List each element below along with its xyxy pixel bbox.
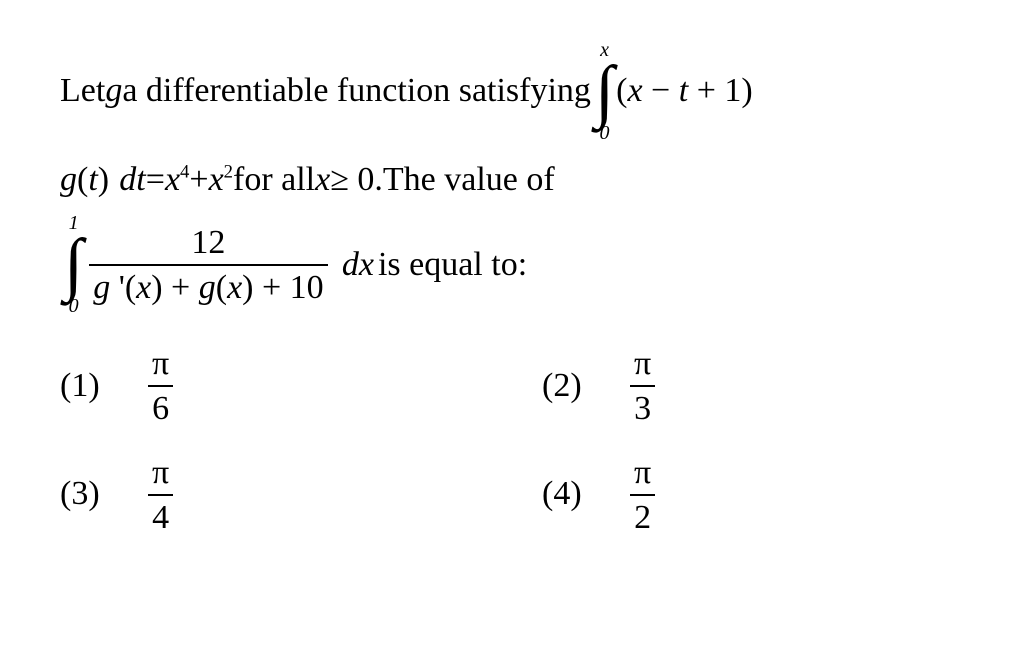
page: Let g a differentiable function satisfyi… bbox=[0, 0, 1024, 537]
option-1-bottom: 6 bbox=[148, 389, 173, 428]
option-2-top: π bbox=[630, 344, 655, 383]
question-line-2: g(t)dt = x4 + x2 for all x ≥ 0. The valu… bbox=[60, 153, 984, 207]
integral-2-num: 12 bbox=[187, 223, 229, 262]
integral-2-den: g '(x) + g(x) + 10 bbox=[89, 268, 327, 307]
option-2-value: π 3 bbox=[630, 344, 655, 428]
fraction-bar-icon bbox=[89, 264, 327, 266]
fraction-bar-icon bbox=[630, 494, 655, 496]
option-1-value: π 6 bbox=[148, 344, 173, 428]
integral-2-lower: 0 bbox=[69, 296, 79, 316]
option-1-number: (1) bbox=[60, 359, 116, 413]
option-3-top: π bbox=[148, 453, 173, 492]
integral-2-dx: dx bbox=[342, 238, 374, 292]
for-all: for all bbox=[233, 153, 315, 207]
gt-dt: g(t)dt bbox=[60, 153, 146, 207]
question-line-3: 1 ∫ 0 12 g '(x) + g(x) + 10 dx is equal … bbox=[60, 213, 984, 316]
option-2[interactable]: (2) π 3 bbox=[542, 344, 984, 428]
option-3-bottom: 4 bbox=[148, 498, 173, 537]
integral-symbol-icon: ∫ bbox=[64, 233, 83, 296]
integral-1-lower: 0 bbox=[600, 123, 610, 143]
integral-2-fraction: 12 g '(x) + g(x) + 10 bbox=[89, 223, 327, 307]
option-3-value: π 4 bbox=[148, 453, 173, 537]
is-equal-to: is equal to: bbox=[378, 238, 527, 292]
integral-2: 1 ∫ 0 12 g '(x) + g(x) + 10 dx bbox=[64, 213, 374, 316]
question-line-1: Let g a differentiable function satisfyi… bbox=[60, 40, 984, 143]
option-2-bottom: 3 bbox=[630, 389, 655, 428]
option-4-value: π 2 bbox=[630, 453, 655, 537]
fraction-bar-icon bbox=[630, 385, 655, 387]
option-4-bottom: 2 bbox=[630, 498, 655, 537]
integral-1-integrand: (x − t + 1) bbox=[616, 64, 753, 118]
variable-g: g bbox=[105, 64, 122, 118]
integral-1-sign: x ∫ 0 bbox=[595, 40, 614, 143]
plus: + bbox=[189, 153, 208, 207]
option-1-top: π bbox=[148, 344, 173, 383]
options-grid: (1) π 6 (2) π 3 (3) π 4 (4) bbox=[60, 344, 984, 536]
fraction-bar-icon bbox=[148, 494, 173, 496]
integral-2-sign: 1 ∫ 0 bbox=[64, 213, 83, 316]
equals: = bbox=[146, 153, 165, 207]
fraction-bar-icon bbox=[148, 385, 173, 387]
cond-rel: ≥ 0. bbox=[330, 153, 383, 207]
option-4[interactable]: (4) π 2 bbox=[542, 453, 984, 537]
cond-var: x bbox=[315, 153, 330, 207]
rhs-term1: x4 bbox=[165, 153, 189, 207]
option-2-number: (2) bbox=[542, 359, 598, 413]
option-3-number: (3) bbox=[60, 467, 116, 521]
rhs-term2: x2 bbox=[209, 153, 233, 207]
value-of: The value of bbox=[383, 153, 555, 207]
integral-symbol-icon: ∫ bbox=[595, 60, 614, 123]
option-4-number: (4) bbox=[542, 467, 598, 521]
text-mid: a differentiable function satisfying bbox=[122, 64, 591, 118]
option-1[interactable]: (1) π 6 bbox=[60, 344, 502, 428]
text-let: Let bbox=[60, 64, 105, 118]
option-3[interactable]: (3) π 4 bbox=[60, 453, 502, 537]
integral-1: x ∫ 0 (x − t + 1) bbox=[595, 40, 753, 143]
option-4-top: π bbox=[630, 453, 655, 492]
